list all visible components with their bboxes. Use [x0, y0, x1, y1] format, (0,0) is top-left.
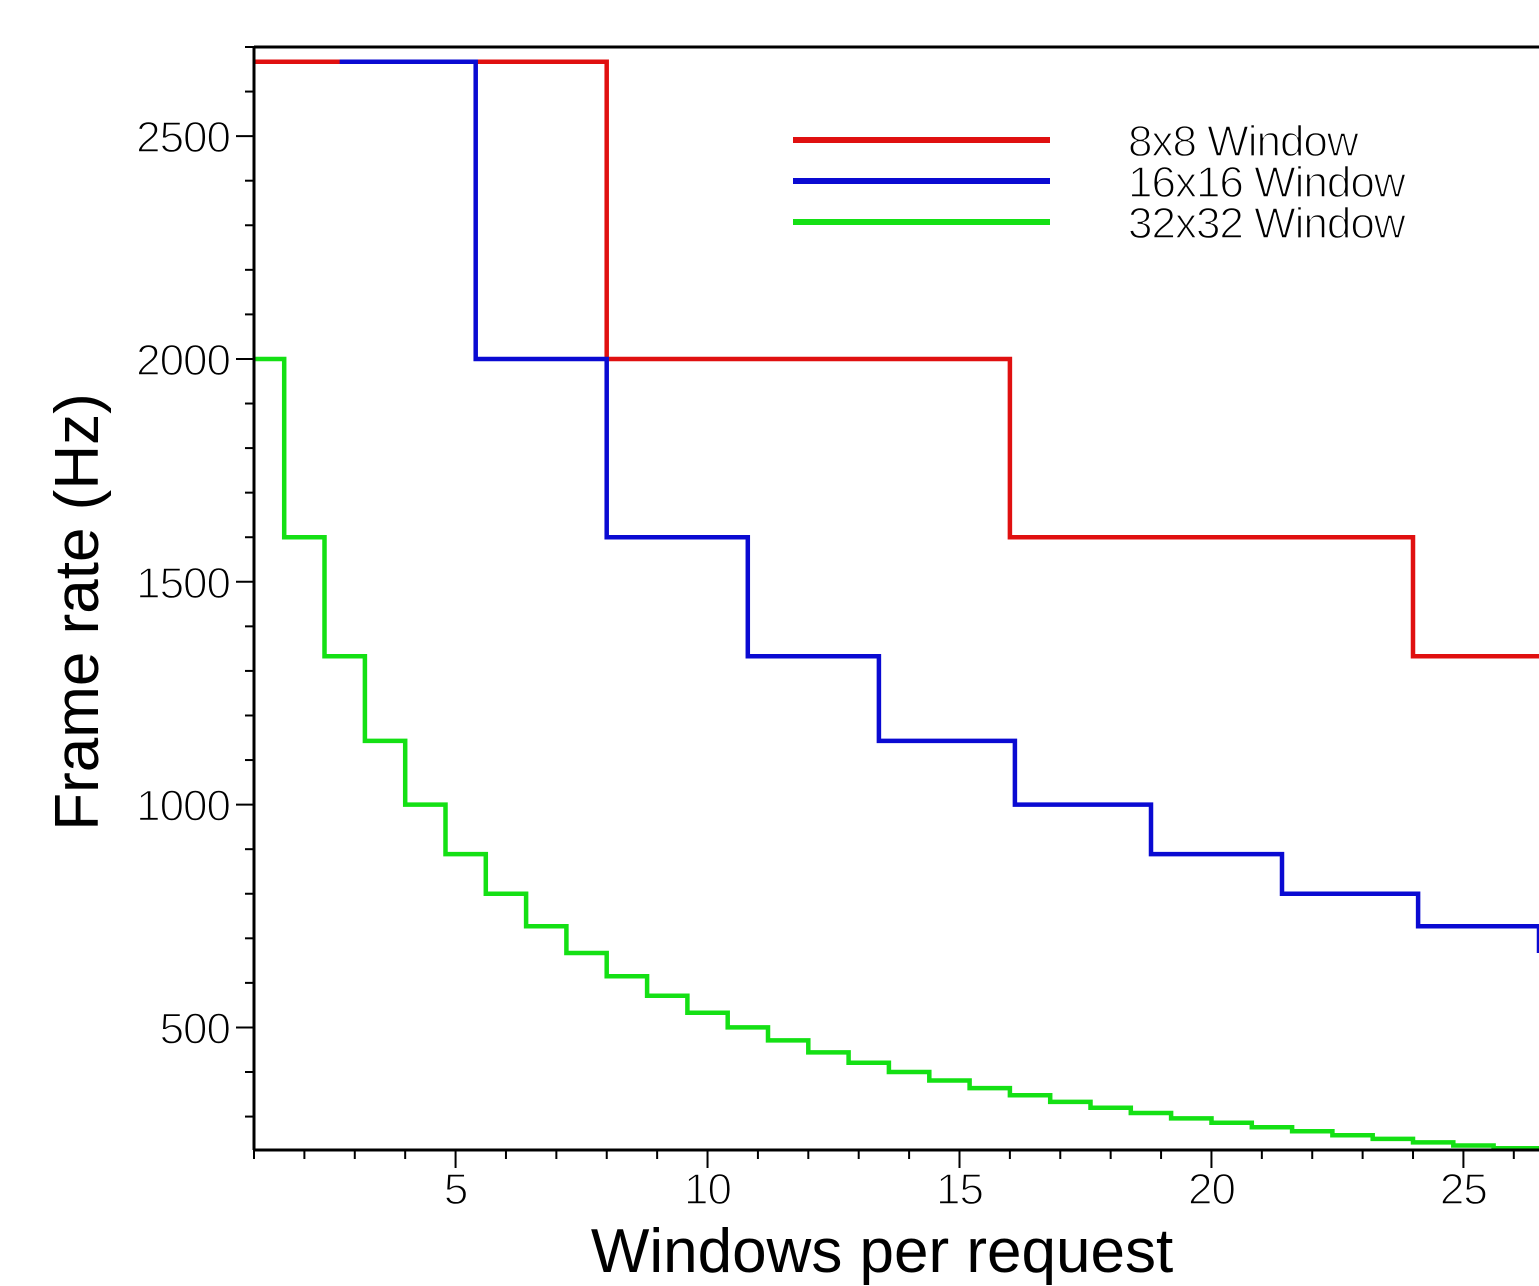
- y-tick-label: 1000: [136, 782, 230, 831]
- x-tick-label: 10: [684, 1165, 731, 1214]
- x-tick-label: 5: [444, 1165, 467, 1214]
- series-line-1: [254, 59, 1539, 659]
- series-line-2: [339, 59, 1539, 953]
- y-tick-label: 2000: [136, 336, 230, 385]
- y-tick-label: 2500: [136, 113, 230, 162]
- series-line-3: [254, 356, 1539, 1151]
- y-tick-label: 1500: [136, 559, 230, 608]
- legend-label-3: 32x32 Window: [1128, 199, 1406, 248]
- x-tick-label: 15: [936, 1165, 983, 1214]
- legend-label-1: 8x8 Window: [1128, 117, 1359, 166]
- y-axis-title: Frame rate (Hz): [43, 393, 112, 830]
- y-tick-label: 500: [160, 1004, 230, 1053]
- x-tick-label: 25: [1440, 1165, 1487, 1214]
- legend-label-2: 16x16 Window: [1128, 158, 1406, 207]
- x-axis-title: Windows per request: [591, 1217, 1173, 1286]
- x-tick-label: 20: [1188, 1165, 1235, 1214]
- axes: 500 1000 1500 2000 2500 5 10 15 20 25: [135, 45, 1539, 1215]
- plot-area: [254, 59, 1539, 1151]
